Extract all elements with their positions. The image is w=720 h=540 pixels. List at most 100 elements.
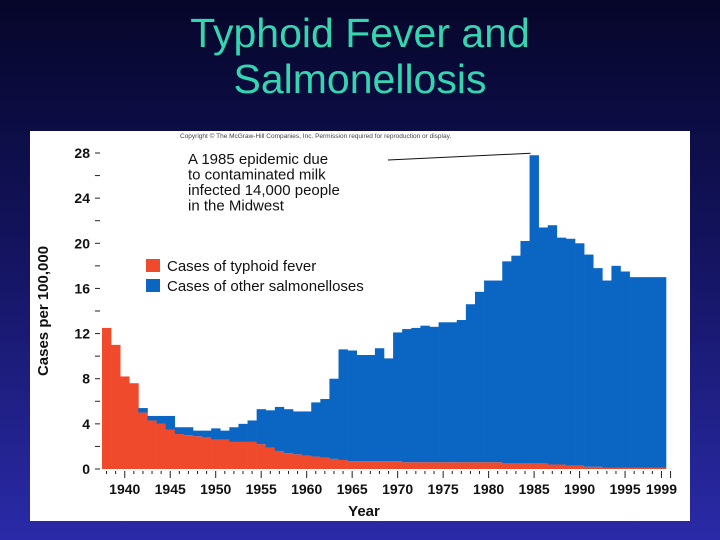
typhoid-bar-1943 (147, 420, 157, 469)
salmonella-bar-1951 (220, 430, 230, 440)
legend-label-typhoid: Cases of typhoid fever (167, 258, 316, 275)
salmonella-bar-1976 (447, 322, 458, 463)
typhoid-bar-1952 (229, 441, 239, 469)
typhoid-bar-1967 (365, 461, 376, 469)
typhoid-bar-1941 (129, 383, 139, 469)
typhoid-bar-1981 (493, 462, 503, 469)
typhoid-bar-1951 (220, 439, 230, 469)
typhoid-bar-1977 (456, 462, 467, 469)
typhoid-bar-1954 (247, 441, 257, 469)
legend-label-salmonella: Cases of other salmonelloses (167, 278, 364, 295)
typhoid-bar-1950 (211, 439, 221, 469)
salmonella-bar-1988 (556, 237, 567, 465)
salmonella-bar-1972 (411, 327, 421, 463)
typhoid-bar-1953 (238, 441, 248, 469)
salmonella-bar-1966 (356, 355, 367, 462)
salmonella-bar-1979 (474, 291, 485, 463)
typhoid-bar-1974 (429, 462, 439, 469)
salmonella-bar-1993 (602, 280, 612, 468)
salmonella-bar-1975 (438, 322, 448, 463)
salmonella-bar-1987 (547, 225, 558, 465)
typhoid-bar-1964 (338, 459, 348, 469)
salmonella-bar-1954 (247, 420, 257, 442)
y-tick-label-28: 28 (74, 145, 90, 161)
y-tick-label-16: 16 (74, 280, 90, 296)
salmonella-bar-1985 (529, 155, 539, 464)
salmonella-bar-1943 (147, 415, 157, 421)
typhoid-bar-1985 (529, 463, 539, 469)
salmonella-bar-1974 (429, 326, 439, 463)
typhoid-bar-1969 (384, 461, 394, 469)
typhoid-bar-1963 (329, 458, 339, 469)
typhoid-bar-1949 (202, 437, 212, 469)
legend-swatch-salmonella (146, 279, 160, 292)
typhoid-bar-1955 (256, 444, 267, 469)
typhoid-bar-1989 (565, 465, 576, 469)
slide-title-line2: Salmonellosis (233, 56, 487, 102)
salmonella-bar-1998 (647, 277, 658, 468)
bars-layer (102, 155, 667, 469)
salmonella-bar-1945 (165, 415, 176, 430)
typhoid-bar-1968 (374, 461, 385, 469)
typhoid-bar-1992 (593, 466, 603, 469)
salmonella-bar-1965 (347, 350, 358, 462)
x-tick-label-1940: 1940 (109, 481, 140, 497)
typhoid-bar-1990 (575, 465, 585, 469)
salmonella-bar-1973 (420, 325, 430, 463)
typhoid-bar-1957 (274, 450, 285, 469)
salmonella-bar-1964 (338, 349, 348, 460)
salmonella-bar-1942 (138, 408, 148, 413)
x-tick-label-1975: 1975 (428, 481, 459, 497)
annotation-pointer-line (387, 152, 531, 161)
salmonella-bar-1992 (593, 268, 603, 467)
x-tick-label-1995: 1995 (609, 481, 640, 497)
typhoid-bar-1970 (393, 461, 403, 469)
salmonella-bar-1946 (174, 427, 185, 435)
typhoid-bar-1975 (438, 462, 448, 469)
typhoid-bar-1991 (584, 466, 594, 469)
salmonella-bar-1961 (311, 402, 321, 457)
typhoid-bar-1994 (611, 467, 621, 469)
x-tick-label-1945: 1945 (155, 481, 186, 497)
salmonella-bar-1968 (374, 348, 385, 462)
y-tick-label-4: 4 (82, 416, 90, 432)
salmonella-bar-1997 (638, 277, 649, 468)
typhoid-bar-1948 (192, 436, 203, 469)
x-axis-label: Year (348, 503, 380, 520)
salmonella-bar-1999 (656, 277, 667, 468)
salmonella-bar-1980 (484, 280, 494, 463)
y-tick-label-24: 24 (74, 190, 90, 206)
typhoid-bar-1944 (156, 423, 166, 469)
typhoid-bar-1978 (465, 462, 476, 469)
typhoid-bar-1939 (111, 344, 121, 469)
annotation-line-3: infected 14,000 people (188, 182, 340, 199)
salmonella-bar-1967 (365, 355, 376, 462)
salmonella-bar-1952 (229, 427, 239, 442)
legend-swatch-typhoid (146, 259, 160, 272)
typhoid-bar-1966 (356, 461, 367, 469)
typhoid-bar-1993 (602, 467, 612, 469)
salmonella-bar-1983 (511, 255, 521, 464)
y-tick-label-20: 20 (74, 235, 90, 251)
typhoid-bar-1996 (629, 467, 640, 469)
typhoid-bar-1987 (547, 464, 558, 469)
salmonella-bar-1986 (538, 227, 549, 464)
salmonella-bar-1944 (156, 415, 166, 424)
typhoid-bar-1971 (402, 462, 412, 469)
salmonella-bar-1969 (384, 358, 394, 462)
annotation-line-4: in the Midwest (188, 198, 285, 215)
x-tick-label-1999: 1999 (646, 481, 677, 497)
x-tick-label-1970: 1970 (382, 481, 413, 497)
typhoid-bar-1997 (638, 467, 649, 469)
typhoid-bar-1986 (538, 463, 549, 469)
typhoid-bar-1956 (265, 447, 276, 469)
y-tick-label-12: 12 (74, 326, 90, 342)
chart-figure: Copyright © The McGraw-Hill Companies, I… (30, 131, 690, 521)
annotation-line-1: A 1985 epidemic due (188, 151, 328, 168)
typhoid-bar-1946 (174, 434, 185, 469)
salmonella-bar-1990 (575, 243, 585, 466)
salmonella-bar-1984 (520, 241, 530, 464)
typhoid-bar-1973 (420, 462, 430, 469)
salmonella-bar-1947 (183, 427, 194, 436)
salmonella-bar-1948 (192, 430, 203, 437)
